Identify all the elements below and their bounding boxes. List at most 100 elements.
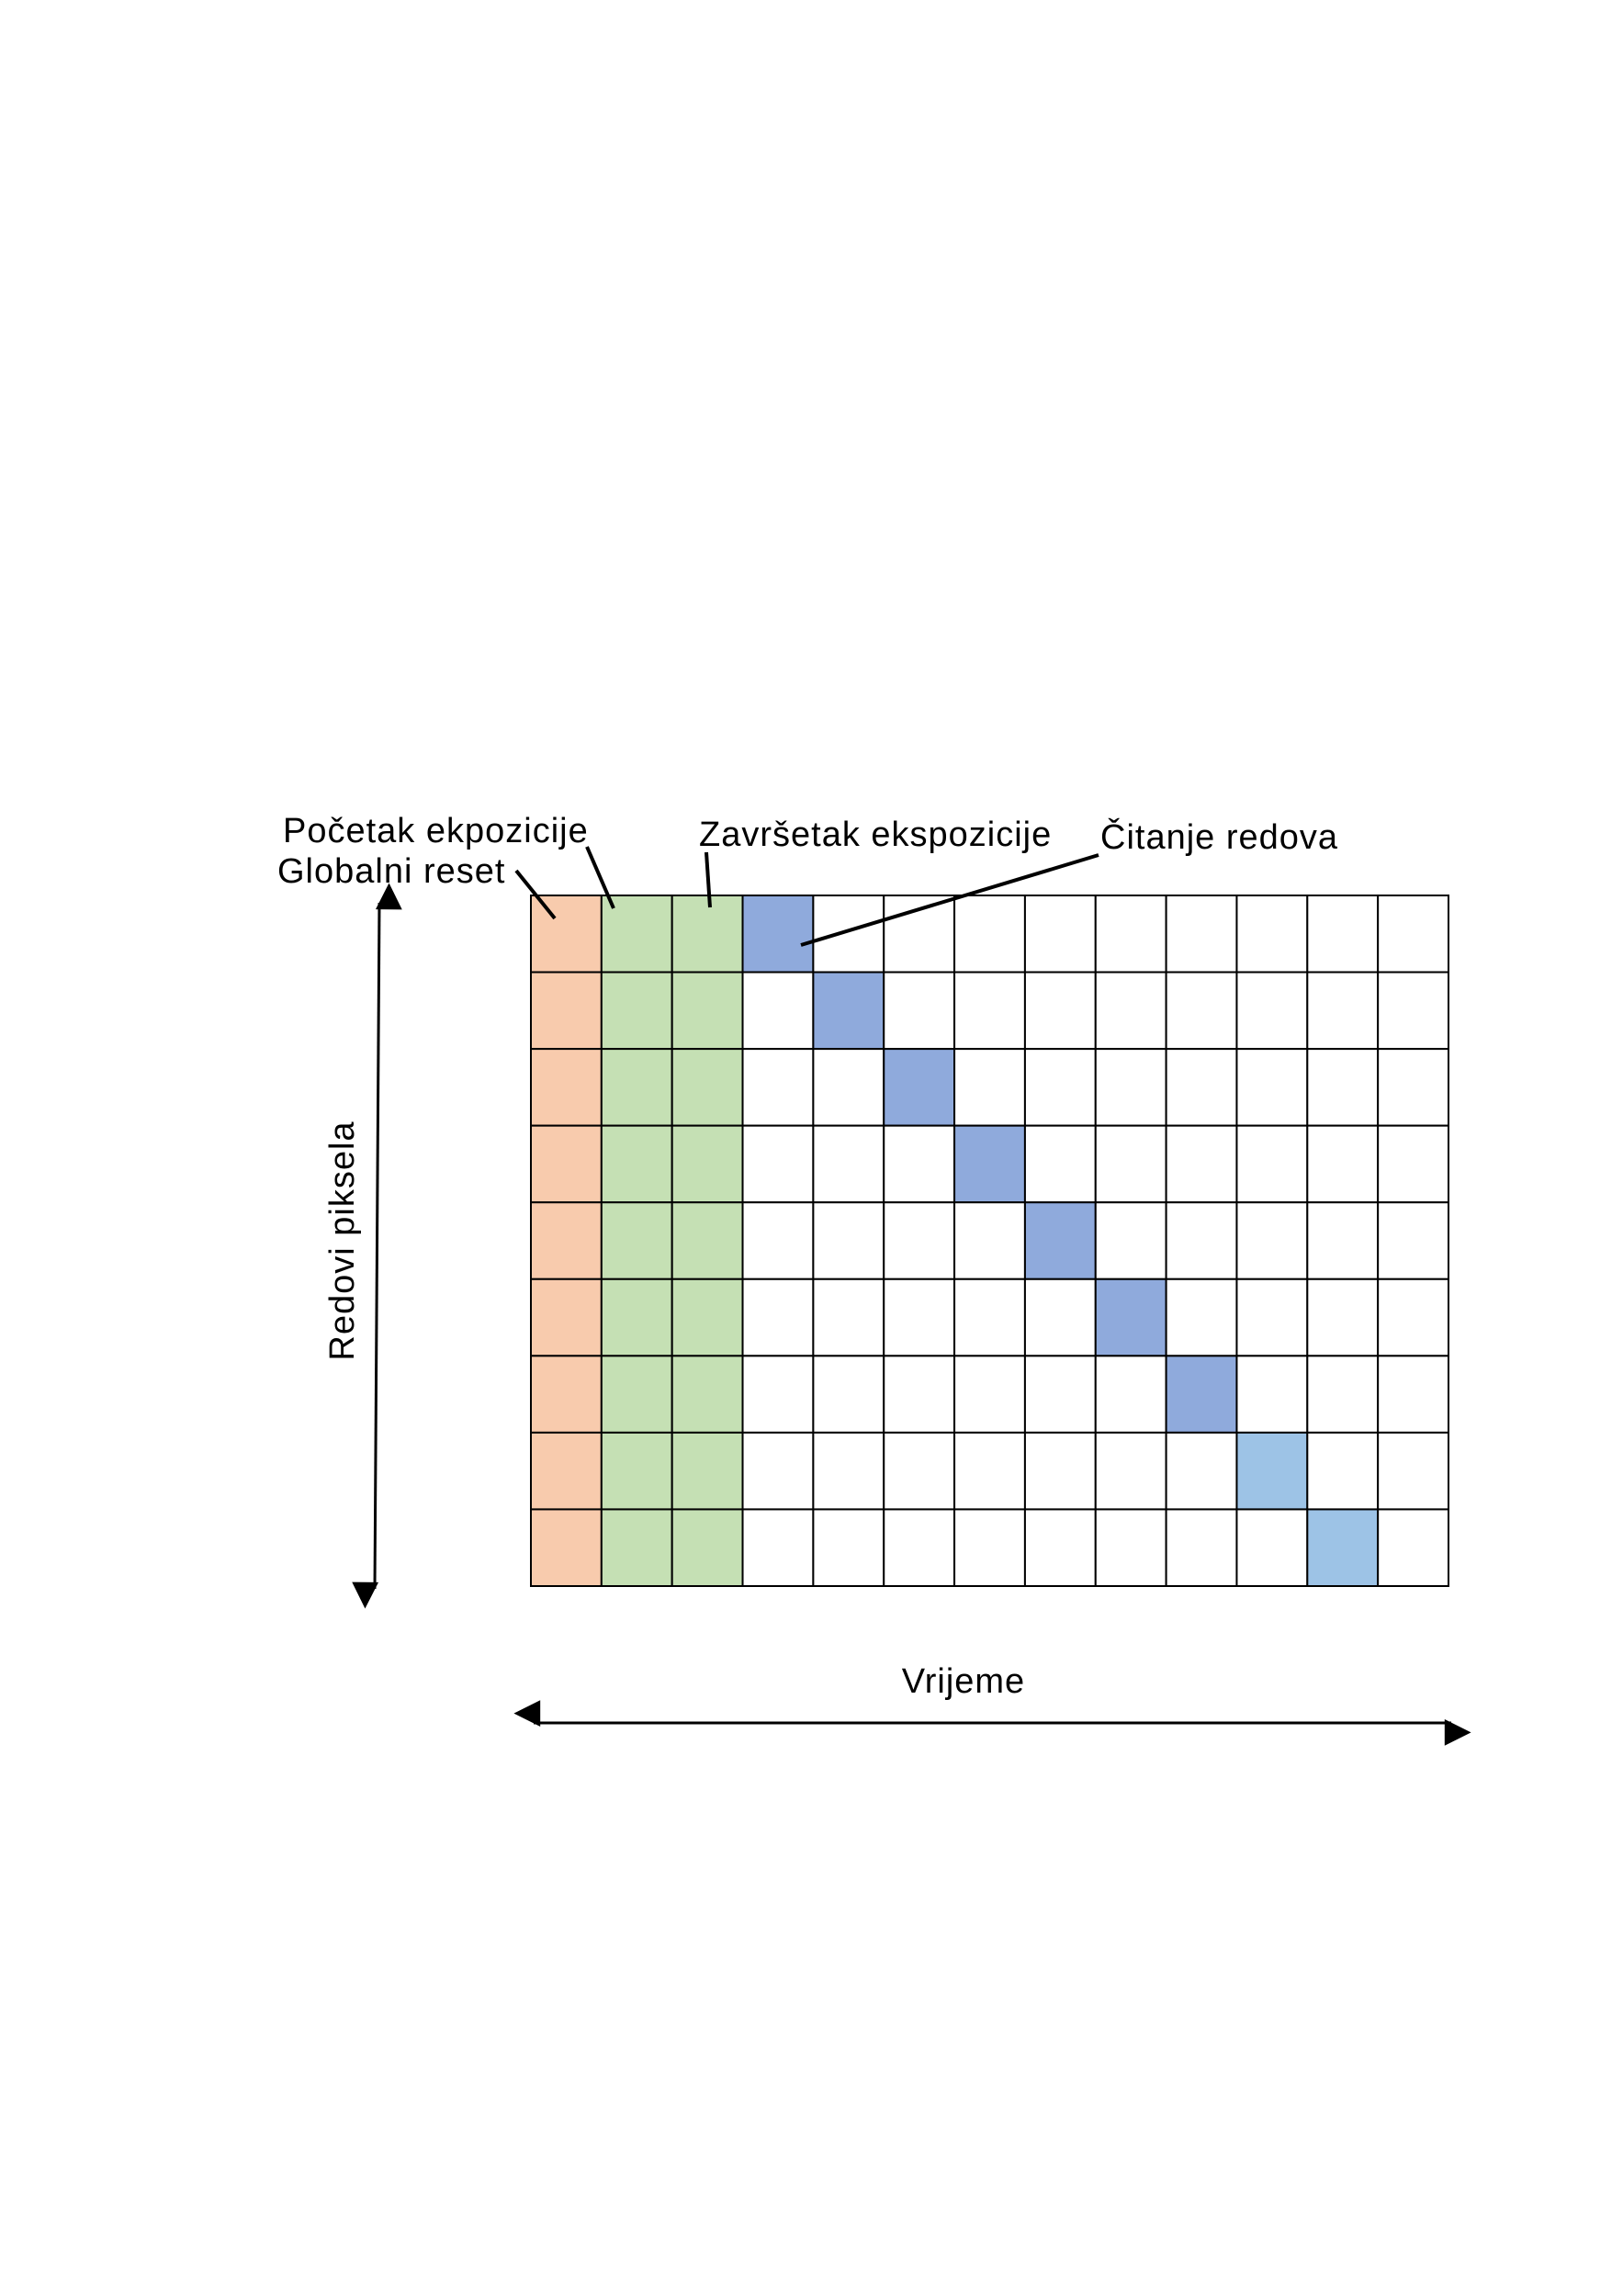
grid-cell	[1377, 1201, 1449, 1280]
grid-cell	[671, 1124, 744, 1204]
leader-line	[704, 851, 712, 908]
grid-cell	[741, 1508, 815, 1588]
grid-cell	[600, 1201, 673, 1280]
grid-cell	[671, 1201, 744, 1280]
grid-cell	[812, 1355, 885, 1434]
grid-cell	[741, 895, 815, 974]
grid-cell	[600, 1355, 673, 1434]
label: Završetak ekspozicije	[699, 816, 1052, 854]
grid-cell	[1165, 1048, 1238, 1127]
grid-cell	[1306, 1431, 1380, 1511]
grid-cell	[741, 1201, 815, 1280]
grid-cell	[530, 1124, 603, 1204]
label: Globalni reset	[277, 852, 505, 891]
grid-cell	[1165, 1355, 1238, 1434]
grid-cell	[953, 895, 1026, 974]
grid-cell	[953, 1431, 1026, 1511]
grid-cell	[1165, 1431, 1238, 1511]
timing-grid	[530, 895, 1449, 1588]
grid-cell	[741, 1048, 815, 1127]
grid-cell	[1306, 1355, 1380, 1434]
grid-cell	[1377, 1048, 1449, 1127]
grid-cell	[530, 971, 603, 1051]
grid-cell	[1094, 1124, 1167, 1204]
grid-cell	[530, 1201, 603, 1280]
grid-cell	[1094, 1048, 1167, 1127]
grid-cell	[1306, 895, 1380, 974]
grid-cell	[812, 1431, 885, 1511]
grid-cell	[953, 1124, 1026, 1204]
grid-cell	[741, 1124, 815, 1204]
grid-cell	[1023, 1201, 1097, 1280]
grid-cell	[1235, 971, 1309, 1051]
grid-cell	[883, 1277, 956, 1357]
grid-cell	[953, 1508, 1026, 1588]
grid-cell	[812, 1048, 885, 1127]
grid-cell	[1094, 1201, 1167, 1280]
leader-line	[514, 869, 557, 920]
grid-cell	[1165, 1201, 1238, 1280]
grid-cell	[1023, 1431, 1097, 1511]
grid-cell	[530, 1048, 603, 1127]
grid-cell	[530, 1431, 603, 1511]
grid-cell	[1377, 1124, 1449, 1204]
grid-cell	[741, 1355, 815, 1434]
grid-cell	[741, 1277, 815, 1357]
grid-cell	[1094, 1277, 1167, 1357]
grid-cell	[812, 1201, 885, 1280]
grid-cell	[1306, 971, 1380, 1051]
grid-cell	[812, 1277, 885, 1357]
grid-cell	[1023, 1048, 1097, 1127]
grid-cell	[1306, 1048, 1380, 1127]
grid-cell	[671, 1431, 744, 1511]
grid-cell	[953, 971, 1026, 1051]
grid-cell	[953, 1201, 1026, 1280]
grid-cell	[812, 895, 885, 974]
grid-cell	[671, 895, 744, 974]
grid-cell	[1094, 1355, 1167, 1434]
grid-cell	[883, 1355, 956, 1434]
grid-cell	[1377, 895, 1449, 974]
grid-cell	[1377, 1508, 1449, 1588]
grid-cell	[1235, 1201, 1309, 1280]
grid-cell	[1023, 1277, 1097, 1357]
grid-cell	[600, 1508, 673, 1588]
grid-cell	[953, 1277, 1026, 1357]
grid-cell	[1306, 1124, 1380, 1204]
grid-cell	[741, 1431, 815, 1511]
grid-cell	[600, 1048, 673, 1127]
grid-cell	[883, 971, 956, 1051]
label: Početak ekpozicije	[283, 812, 589, 850]
grid-cell	[1306, 1201, 1380, 1280]
grid-cell	[741, 971, 815, 1051]
grid-cell	[1306, 1508, 1380, 1588]
grid-cell	[1023, 895, 1097, 974]
grid-cell	[530, 1508, 603, 1588]
grid-cell	[1165, 895, 1238, 974]
leader-line	[585, 846, 615, 909]
grid-cell	[1377, 1431, 1449, 1511]
grid-cell	[1094, 971, 1167, 1051]
grid-cell	[1235, 1431, 1309, 1511]
grid-cell	[953, 1355, 1026, 1434]
grid-cell	[812, 1508, 885, 1588]
grid-cell	[953, 1048, 1026, 1127]
grid-cell	[1306, 1277, 1380, 1357]
grid-cell	[671, 971, 744, 1051]
grid-cell	[883, 895, 956, 974]
grid-cell	[1165, 1124, 1238, 1204]
grid-cell	[1165, 971, 1238, 1051]
rows-arrow	[352, 883, 402, 1609]
grid-cell	[1235, 1355, 1309, 1434]
grid-cell	[600, 1124, 673, 1204]
grid-cell	[1235, 895, 1309, 974]
grid-cell	[812, 971, 885, 1051]
grid-cell	[600, 971, 673, 1051]
grid-cell	[812, 1124, 885, 1204]
grid-cell	[883, 1201, 956, 1280]
grid-cell	[1235, 1277, 1309, 1357]
grid-cell	[883, 1508, 956, 1588]
grid-cell	[1377, 1277, 1449, 1357]
leader-line	[800, 853, 1099, 947]
